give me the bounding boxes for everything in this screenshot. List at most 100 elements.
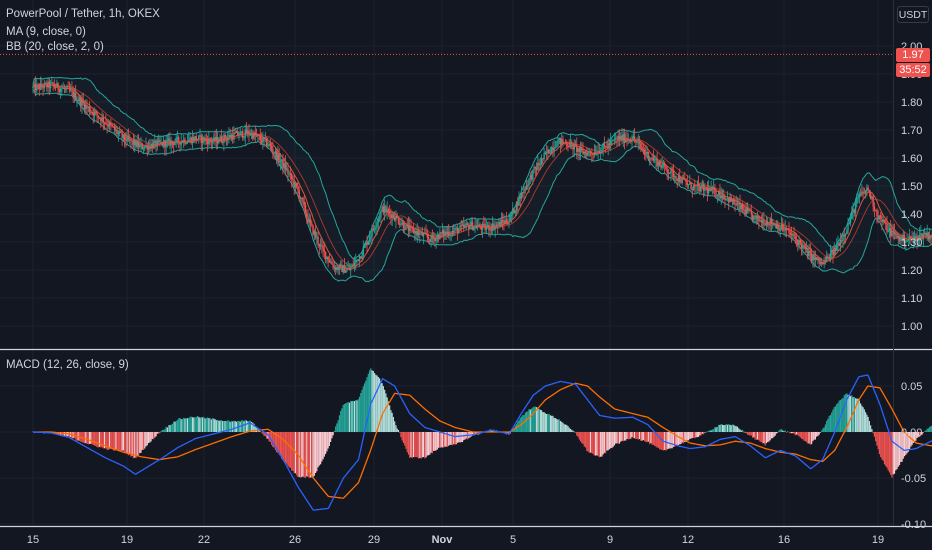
candle-body [626, 139, 628, 141]
histogram-bar [867, 416, 869, 432]
histogram-bar [716, 426, 719, 432]
candle [92, 107, 94, 124]
candle-body [582, 150, 584, 155]
candle [597, 143, 599, 160]
histogram-bar [527, 411, 529, 432]
price-axis-label: 1.70 [901, 125, 922, 137]
candle-body [480, 227, 483, 230]
ma-indicator-legend[interactable]: MA (9, close, 0) [6, 26, 86, 38]
candle-body [596, 153, 598, 155]
candle-body [67, 86, 69, 88]
candle-body [615, 138, 617, 140]
histogram-bar [618, 432, 621, 444]
histogram-bar [146, 432, 148, 446]
candle-body [128, 138, 131, 140]
histogram-bar [448, 432, 450, 446]
histogram-bar [313, 432, 315, 476]
histogram-bar [632, 432, 634, 439]
histogram-bar [584, 432, 587, 448]
candle-body [812, 254, 814, 261]
candle-body [478, 224, 480, 227]
candle [262, 131, 264, 150]
candle-body [905, 241, 907, 244]
candle-body [736, 203, 739, 205]
symbol-title[interactable]: PowerPool / Tether, 1h, OKEX [6, 8, 160, 20]
histogram-bar [615, 432, 617, 444]
candle [326, 256, 328, 264]
candle [539, 157, 542, 170]
candle-body [237, 131, 239, 136]
histogram-bar [303, 432, 305, 478]
candle-body [160, 142, 162, 144]
candle-body [721, 195, 724, 199]
histogram-bar [588, 432, 590, 453]
currency-button[interactable]: USDT [897, 6, 929, 23]
histogram-bar [567, 426, 569, 432]
histogram-bar [316, 432, 318, 472]
candle [156, 137, 159, 151]
bb-indicator-legend[interactable]: BB (20, close, 2, 0) [6, 41, 104, 53]
histogram-bar [574, 432, 577, 433]
candle [61, 84, 63, 96]
candle [259, 128, 262, 146]
histogram-bar [458, 432, 460, 443]
candle-body [466, 223, 469, 225]
candle-body [328, 260, 331, 263]
histogram-bar [605, 432, 607, 454]
candle [628, 139, 631, 144]
candle [864, 189, 867, 199]
histogram-bar [460, 432, 462, 443]
histogram-bar [100, 432, 102, 448]
histogram-bar [414, 432, 416, 458]
candle-body [892, 230, 894, 232]
candle-body [839, 240, 842, 246]
candle-body [270, 146, 273, 150]
histogram-bar [406, 432, 408, 453]
candle [151, 139, 154, 153]
candle-body [881, 218, 883, 223]
candle [434, 232, 436, 247]
candle-body [753, 215, 755, 220]
candle [81, 93, 83, 115]
candle-body [80, 97, 82, 106]
candle [612, 139, 614, 142]
candle [159, 135, 161, 147]
macd-indicator-legend[interactable]: MACD (12, 26, close, 9) [6, 359, 129, 371]
candle-body [215, 136, 218, 142]
histogram-bar [109, 432, 111, 449]
histogram-bar [446, 432, 449, 447]
candle-body [106, 123, 108, 126]
candle [607, 137, 609, 156]
candle-body [456, 228, 459, 234]
candle-body [783, 230, 785, 232]
candle-body [127, 136, 130, 140]
candle-body [420, 232, 422, 234]
candle-body [100, 118, 102, 122]
candle [179, 141, 181, 152]
candle [675, 175, 677, 182]
candle-body [125, 140, 127, 142]
candle [765, 215, 768, 231]
candle [799, 238, 802, 246]
candle-body [831, 249, 833, 253]
candle [57, 82, 59, 96]
candle-body [216, 136, 219, 144]
candle [920, 225, 922, 242]
candle [341, 260, 343, 273]
histogram-bar [191, 417, 194, 432]
candle-body [44, 83, 47, 85]
histogram-bar [444, 432, 446, 447]
candle [859, 188, 862, 197]
histogram-bar [85, 432, 87, 444]
candle-body [283, 163, 285, 168]
histogram-bar [380, 381, 382, 432]
histogram-bar [896, 432, 898, 470]
candle-body [827, 256, 829, 258]
candle [692, 184, 695, 192]
candle-body [397, 218, 400, 224]
candle-body [296, 182, 298, 187]
candle [710, 180, 712, 192]
histogram-bar [753, 432, 755, 438]
histogram-bar [656, 432, 658, 448]
